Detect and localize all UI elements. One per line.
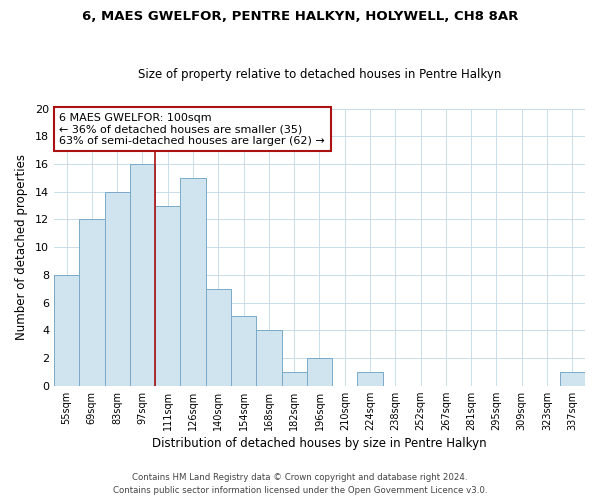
Title: Size of property relative to detached houses in Pentre Halkyn: Size of property relative to detached ho…: [138, 68, 501, 81]
Bar: [104, 192, 130, 386]
Bar: [54, 275, 79, 386]
Bar: [206, 288, 231, 386]
Bar: [307, 358, 332, 386]
Bar: [231, 316, 256, 386]
Y-axis label: Number of detached properties: Number of detached properties: [15, 154, 28, 340]
Bar: [79, 220, 104, 386]
Text: Contains HM Land Registry data © Crown copyright and database right 2024.
Contai: Contains HM Land Registry data © Crown c…: [113, 474, 487, 495]
Text: 6 MAES GWELFOR: 100sqm
← 36% of detached houses are smaller (35)
63% of semi-det: 6 MAES GWELFOR: 100sqm ← 36% of detached…: [59, 112, 325, 146]
Bar: [155, 206, 181, 386]
Bar: [181, 178, 206, 386]
Bar: [130, 164, 155, 386]
Bar: [560, 372, 585, 386]
X-axis label: Distribution of detached houses by size in Pentre Halkyn: Distribution of detached houses by size …: [152, 437, 487, 450]
Bar: [256, 330, 281, 386]
Bar: [358, 372, 383, 386]
Bar: [281, 372, 307, 386]
Text: 6, MAES GWELFOR, PENTRE HALKYN, HOLYWELL, CH8 8AR: 6, MAES GWELFOR, PENTRE HALKYN, HOLYWELL…: [82, 10, 518, 23]
